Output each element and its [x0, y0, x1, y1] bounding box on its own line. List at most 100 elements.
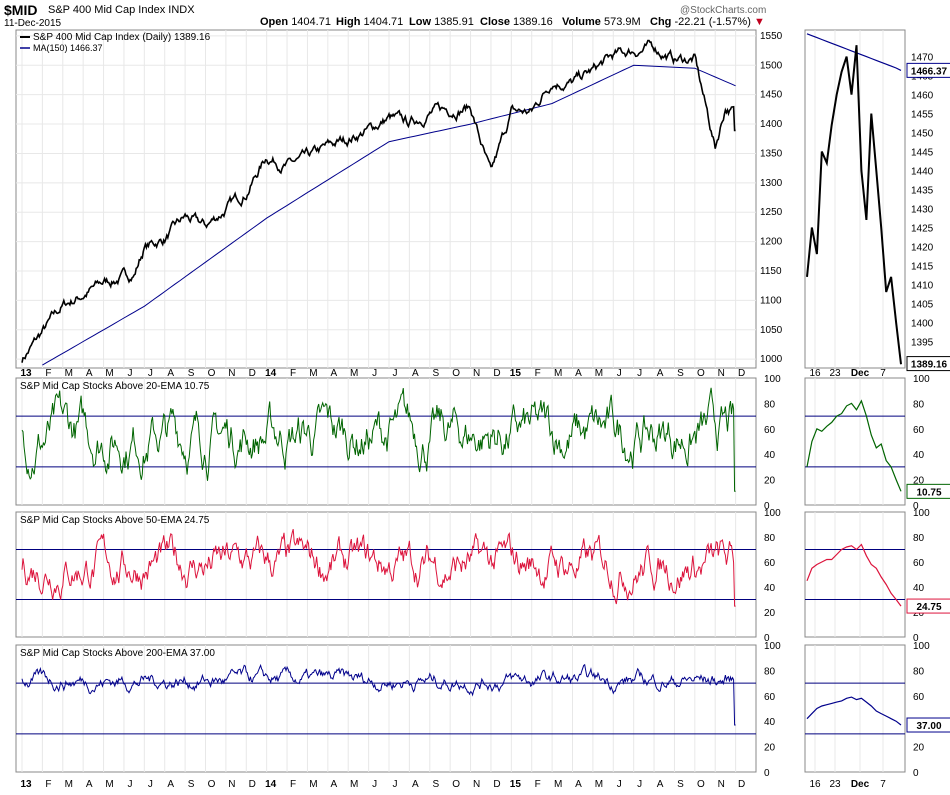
index-name: S&P 400 Mid Cap Index INDX	[48, 5, 195, 16]
zoom-x-axis-mid-label: 7	[880, 368, 886, 379]
x-axis-bottom-label: D	[249, 779, 256, 790]
panel-2-y-tick-label: 100	[764, 508, 781, 519]
zoom-panel-3-y-tick: 0	[913, 768, 919, 779]
zoom-x-axis-bottom-label: 7	[880, 779, 886, 790]
exchange-label: INDX	[168, 4, 195, 16]
x-axis-mid-label: 15	[510, 368, 522, 379]
zoom-panel-3-y-tick: 20	[913, 743, 925, 754]
zoom-price-y-tick: 1445	[911, 148, 934, 159]
index-full-name: S&P 400 Mid Cap Index	[48, 4, 166, 16]
x-axis-mid-label: M	[350, 368, 358, 379]
main-panel-1-frame	[15, 29, 757, 369]
zoom-panel-2-y-tick: 100	[913, 508, 930, 519]
x-axis-bottom-label: M	[105, 779, 113, 790]
panel-2-y-tick-label: 20	[764, 608, 776, 619]
legend-ma-label: MA(150) 1466.37	[33, 43, 103, 53]
high-quote: High 1404.71	[336, 16, 404, 28]
panel-3-y-tick-label: 40	[764, 717, 776, 728]
zoom-panel-3-y-tick: 60	[913, 692, 925, 703]
zoom-panel-2-y-tick: 40	[913, 583, 925, 594]
stockcharts-watermark: @StockCharts.com	[680, 5, 767, 16]
low-quote: Low 1385.91	[409, 16, 474, 28]
x-axis-mid-label: D	[493, 368, 500, 379]
zoom-price-y-tick: 1425	[911, 223, 934, 234]
zoom-ema200-value-tag: 37.00	[916, 721, 941, 732]
zoom-x-axis-mid-label: 23	[829, 368, 841, 379]
x-axis-bottom-label: A	[167, 779, 174, 790]
zoom-price-y-tick: 1405	[911, 299, 934, 310]
price-line	[21, 39, 736, 363]
zoom-price-y-tick: 1420	[911, 242, 934, 253]
x-axis-bottom-label: 15	[510, 779, 522, 790]
panel-3-y-tick-label: 60	[764, 692, 776, 703]
zoom-panel-2-frame	[804, 377, 906, 506]
x-axis-mid-label: A	[412, 368, 419, 379]
x-axis-bottom-label: A	[657, 779, 664, 790]
x-axis-mid-label: D	[249, 368, 256, 379]
x-axis-bottom-label: 13	[20, 779, 32, 790]
x-axis-bottom-label: J	[617, 779, 622, 790]
panel-1-y-tick-label: 60	[764, 425, 776, 436]
zoom-ema50-value-tag-box	[906, 598, 950, 614]
zoom-panel-3-y-tick: 80	[913, 666, 925, 677]
down-arrow-icon: ▼	[753, 16, 765, 28]
zoom-ema50-line	[806, 543, 902, 607]
price-y-tick-label: 1450	[760, 90, 783, 101]
x-axis-mid-label: M	[105, 368, 113, 379]
price-y-tick-label: 1150	[760, 266, 782, 277]
zoom-ema200-value-tag-box	[906, 717, 950, 733]
x-axis-bottom-label: A	[330, 779, 337, 790]
zoom-price-y-tick: 1415	[911, 261, 934, 272]
zoom-price-y-tick: 1470	[911, 53, 934, 64]
price-y-tick-label: 1100	[760, 295, 782, 306]
zoom-panel-3-y-tick: 100	[913, 641, 930, 652]
price-y-tick-label: 1500	[760, 60, 783, 71]
x-axis-mid-label: F	[290, 368, 296, 379]
x-axis-bottom-label: M	[65, 779, 73, 790]
ema200-breadth-line	[21, 663, 736, 726]
zoom-ma-line	[806, 33, 902, 71]
panel-1-y-tick-label: 20	[764, 476, 776, 487]
panel-2-y-tick-label: 40	[764, 583, 776, 594]
zoom-price-y-tick: 1460	[911, 91, 934, 102]
price-value-tag-box	[906, 356, 950, 372]
zoom-panel-1-y-tick: 100	[913, 374, 930, 385]
x-axis-mid-label: S	[432, 368, 439, 379]
price-value-tag: 1389.16	[911, 360, 948, 371]
panel-3-y-tick-label: 0	[764, 768, 770, 779]
x-axis-bottom-label: M	[309, 779, 317, 790]
x-axis-mid-label: J	[617, 368, 622, 379]
x-axis-bottom-label: F	[290, 779, 296, 790]
x-axis-bottom-label: J	[372, 779, 377, 790]
zoom-price-y-tick: 1395	[911, 337, 934, 348]
x-axis-bottom-label: 14	[265, 779, 277, 790]
x-axis-bottom-label: D	[738, 779, 745, 790]
close-quote: Close 1389.16	[480, 16, 553, 28]
x-axis-bottom-label: F	[535, 779, 541, 790]
x-axis-mid-label: M	[595, 368, 603, 379]
chart-date: 11-Dec-2015	[4, 18, 62, 29]
zoom-price-line	[806, 45, 902, 365]
zoom-panel-2-y-tick: 60	[913, 558, 925, 569]
x-axis-mid-label: M	[309, 368, 317, 379]
x-axis-bottom-label: M	[350, 779, 358, 790]
panel-3-y-tick-label: 20	[764, 743, 776, 754]
x-axis-bottom-label: N	[718, 779, 725, 790]
price-y-tick-label: 1250	[760, 207, 783, 218]
x-axis-mid-label: M	[554, 368, 562, 379]
x-axis-bottom-label: J	[637, 779, 642, 790]
panel-1-y-tick-label: 80	[764, 399, 776, 410]
zoom-price-y-tick: 1435	[911, 186, 934, 197]
zoom-ema20-value-tag: 10.75	[916, 487, 941, 498]
volume-quote: Volume 573.9M	[562, 16, 641, 28]
x-axis-mid-label: A	[167, 368, 174, 379]
panel-2-title: S&P Mid Cap Stocks Above 50-EMA 24.75	[20, 515, 210, 526]
x-axis-bottom-label: S	[677, 779, 684, 790]
x-axis-mid-label: N	[473, 368, 480, 379]
x-axis-bottom-label: N	[473, 779, 480, 790]
zoom-ema200-line	[806, 696, 902, 726]
x-axis-bottom-label: M	[595, 779, 603, 790]
x-axis-mid-label: A	[575, 368, 582, 379]
zoom-price-y-tick: 1455	[911, 110, 934, 121]
zoom-panel-1-y-tick: 20	[913, 476, 925, 487]
